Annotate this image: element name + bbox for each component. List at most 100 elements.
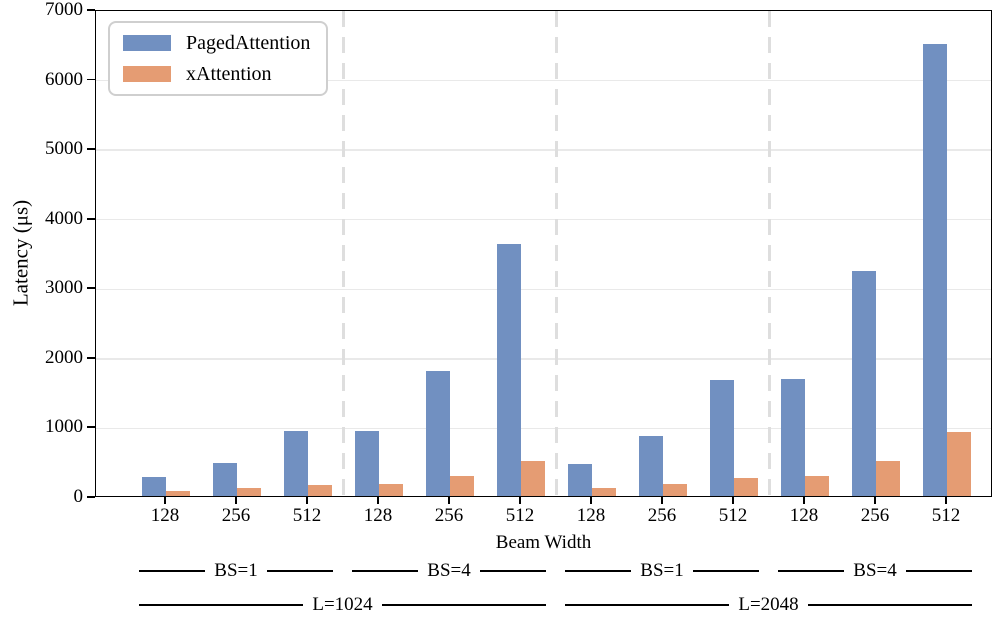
x-tick-label-7: 256 <box>647 505 677 526</box>
y-tick-mark-4000 <box>87 217 95 220</box>
x-tick-mark-0 <box>164 497 166 504</box>
x-tick-label-1: 256 <box>221 505 251 526</box>
x-tick-label-10: 256 <box>860 505 890 526</box>
batch-size-group-line-left <box>778 570 845 572</box>
batch-size-group-span-bs-4: BS=4 <box>778 558 972 584</box>
bar-pagedattention-1 <box>213 463 237 496</box>
plot-area <box>95 10 992 498</box>
bar-xattention-0 <box>166 491 190 496</box>
x-tick-mark-3 <box>377 497 379 504</box>
batch-size-group-line-left <box>352 570 419 572</box>
group-separator <box>555 11 558 498</box>
batch-size-group-label: BS=4 <box>853 560 897 581</box>
y-tick-mark-0 <box>87 496 95 498</box>
batch-size-group-line-right <box>692 570 759 572</box>
bar-xattention-8 <box>734 478 758 496</box>
y-tick-label-3000: 3000 <box>45 277 83 299</box>
x-tick-mark-9 <box>803 497 805 504</box>
legend-swatch-pagedattention <box>123 35 171 51</box>
legend-label-xattention: xAttention <box>186 63 272 85</box>
x-tick-mark-8 <box>732 497 734 504</box>
y-tick-mark-3000 <box>87 287 95 290</box>
bar-pagedattention-3 <box>355 431 379 496</box>
sequence-length-group-line-right <box>807 604 973 606</box>
sequence-length-group-span-l-2048: L=2048 <box>565 592 973 618</box>
batch-size-group-span-bs-1: BS=1 <box>565 558 759 584</box>
gridline-1000 <box>96 427 991 430</box>
batch-size-group-span-bs-1: BS=1 <box>139 558 333 584</box>
x-tick-mark-5 <box>519 497 521 504</box>
group-separator <box>768 11 771 498</box>
x-tick-label-0: 128 <box>150 505 180 526</box>
bar-pagedattention-10 <box>852 271 876 496</box>
batch-size-group-label: BS=4 <box>427 560 471 581</box>
x-tick-label-2: 512 <box>292 505 322 526</box>
y-tick-label-1000: 1000 <box>45 416 83 438</box>
bar-xattention-5 <box>521 461 545 496</box>
sequence-length-group-line-left <box>565 604 730 606</box>
bar-xattention-1 <box>237 488 261 496</box>
x-tick-mark-6 <box>590 497 592 504</box>
y-tick-label-7000: 7000 <box>45 0 83 20</box>
sequence-length-group-span-l-1024: L=1024 <box>139 592 547 618</box>
x-tick-label-6: 128 <box>576 505 606 526</box>
x-axis-label: Beam Width <box>495 532 592 553</box>
sequence-length-group-line-left <box>139 604 304 606</box>
legend-swatch-xattention <box>123 66 171 82</box>
legend-item-pagedattention: PagedAttention <box>123 32 310 54</box>
gridline-4000 <box>96 219 991 221</box>
legend-item-xattention: xAttention <box>123 63 310 85</box>
bar-pagedattention-7 <box>639 436 663 496</box>
x-tick-label-5: 512 <box>505 505 535 526</box>
y-tick-mark-2000 <box>87 356 95 359</box>
bar-xattention-6 <box>592 488 616 496</box>
batch-size-group-line-left <box>139 570 206 572</box>
y-tick-label-2000: 2000 <box>45 346 83 368</box>
x-tick-mark-7 <box>661 497 663 504</box>
bar-xattention-4 <box>450 476 474 496</box>
y-tick-mark-7000 <box>87 9 95 11</box>
group-separator <box>342 11 345 498</box>
x-tick-label-8: 512 <box>718 505 748 526</box>
legend: PagedAttention xAttention <box>108 21 329 96</box>
y-tick-label-4000: 4000 <box>45 207 83 229</box>
bar-xattention-11 <box>947 432 971 496</box>
gridline-2000 <box>96 358 991 360</box>
batch-size-group-line-right <box>266 570 333 572</box>
bar-xattention-10 <box>876 461 900 496</box>
batch-size-group-label: BS=1 <box>214 560 258 581</box>
x-tick-mark-11 <box>945 497 947 504</box>
sequence-length-group-label: L=1024 <box>312 594 373 615</box>
x-tick-label-11: 512 <box>931 505 961 526</box>
batch-size-group-line-right <box>905 570 972 572</box>
y-tick-label-6000: 6000 <box>45 68 83 90</box>
gridline-3000 <box>96 288 991 290</box>
y-tick-mark-5000 <box>87 148 95 150</box>
sequence-length-group-line-right <box>381 604 547 606</box>
bar-pagedattention-6 <box>568 464 592 496</box>
bar-xattention-9 <box>805 476 829 496</box>
x-tick-label-3: 128 <box>363 505 393 526</box>
bar-xattention-7 <box>663 484 687 496</box>
bar-pagedattention-2 <box>284 431 308 496</box>
x-tick-mark-4 <box>448 497 450 504</box>
bar-xattention-3 <box>379 484 403 496</box>
gridline-6000 <box>96 79 991 82</box>
gridline-5000 <box>96 149 991 151</box>
y-tick-label-0: 0 <box>73 486 84 507</box>
batch-size-group-line-left <box>565 570 632 572</box>
batch-size-group-line-right <box>479 570 546 572</box>
y-tick-label-5000: 5000 <box>45 138 83 160</box>
x-tick-label-4: 256 <box>434 505 464 526</box>
legend-label-pagedattention: PagedAttention <box>186 32 311 54</box>
bar-pagedattention-8 <box>710 380 734 496</box>
sequence-length-group-label: L=2048 <box>738 594 799 615</box>
bar-pagedattention-9 <box>781 379 805 496</box>
x-tick-mark-2 <box>306 497 308 504</box>
x-tick-label-9: 128 <box>789 505 819 526</box>
x-tick-mark-10 <box>874 497 876 504</box>
bar-pagedattention-0 <box>142 477 166 496</box>
bar-pagedattention-11 <box>923 44 947 496</box>
y-tick-mark-6000 <box>87 78 95 81</box>
